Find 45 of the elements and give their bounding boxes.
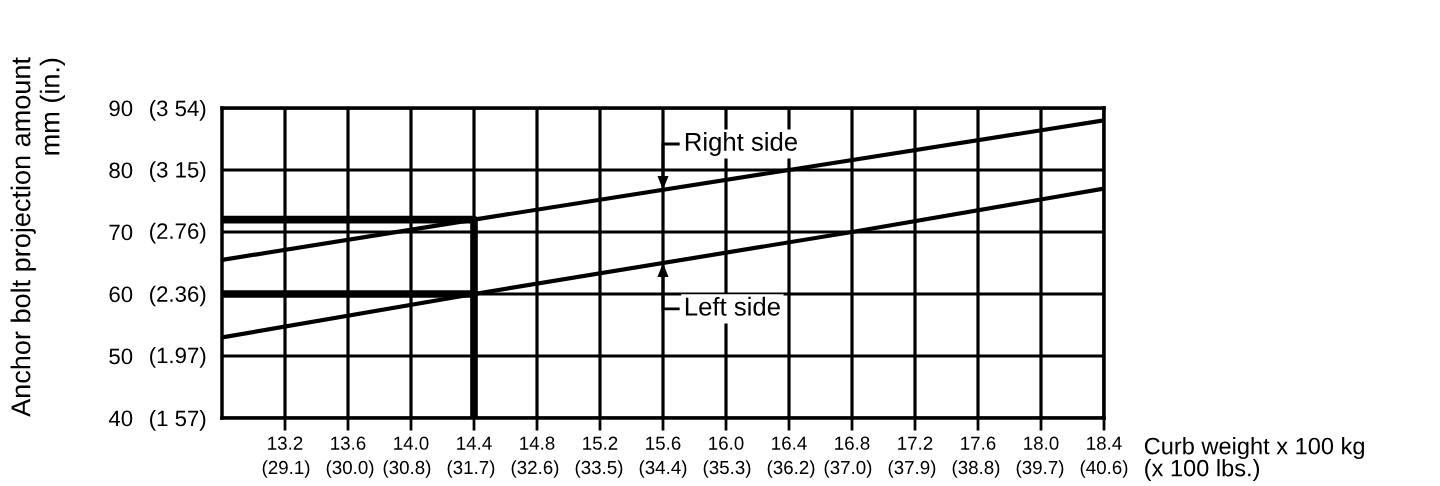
x-tick-label: 16.4 — [772, 436, 807, 450]
x2-tick-label: (40.6) — [1080, 460, 1128, 478]
x2-tick-label: (33.5) — [575, 460, 623, 478]
x-tick-label: 14.4 — [457, 436, 492, 450]
x2-tick-label: (38.8) — [952, 460, 1000, 478]
x-tick-label: 15.2 — [583, 436, 618, 450]
y-tick-label: 60 — [109, 286, 133, 303]
series-label: Right side — [685, 132, 797, 156]
x2-tick-label: (37.0) — [824, 460, 872, 478]
x2-tick-label: (36.2) — [767, 460, 815, 478]
x-tick-label: 16.8 — [835, 436, 870, 450]
x-tick-label: 14.0 — [394, 436, 429, 450]
x-tick-label: 13.2 — [268, 436, 303, 450]
y2-tick-label: (2.36) — [150, 285, 206, 307]
x2-tick-label: (30.8) — [383, 460, 431, 478]
y-tick-label: 50 — [109, 348, 133, 365]
x2-tick-label: (32.6) — [511, 460, 559, 478]
x-tick-label: 18.4 — [1087, 436, 1122, 450]
x-tick-label: 17.2 — [898, 436, 933, 450]
y-tick-label: 80 — [109, 162, 133, 179]
x-tick-label: 17.6 — [961, 436, 996, 450]
y2-tick-label: (1.97) — [150, 347, 206, 368]
y-tick-label: 70 — [109, 224, 133, 241]
x2-tick-label: (29.1) — [262, 460, 310, 478]
y2-tick-label: (2.76) — [150, 222, 206, 244]
x2-tick-label: (30.0) — [326, 460, 374, 478]
x2-axis-title: (x 100 lbs.) — [1145, 459, 1260, 482]
x2-tick-label: (37.9) — [888, 460, 936, 478]
y-tick-label: 40 — [108, 410, 133, 427]
series-label: Left side — [685, 296, 780, 316]
y2-tick-label: (1 57) — [150, 409, 206, 431]
x-tick-label: 15.6 — [646, 436, 681, 450]
y2-tick-label: (3 15) — [150, 161, 206, 183]
x2-tick-label: (34.4) — [639, 460, 687, 478]
x-tick-label: 18.0 — [1024, 436, 1059, 450]
x2-tick-label: (35.3) — [703, 460, 751, 478]
x-tick-label: 14.8 — [520, 436, 555, 450]
y2-tick-label: (3 54) — [150, 99, 206, 121]
x-axis-title: Curb weight x 100 kg — [1144, 437, 1364, 460]
x-tick-label: 13.6 — [331, 436, 366, 450]
x-tick-label: 16.0 — [709, 436, 744, 450]
y-tick-label: 90 — [109, 100, 133, 117]
y-axis-title: Anchor bolt projection amount mm (in.) — [10, 57, 65, 417]
x2-tick-label: (31.7) — [447, 460, 495, 478]
x2-tick-label: (39.7) — [1016, 460, 1064, 478]
